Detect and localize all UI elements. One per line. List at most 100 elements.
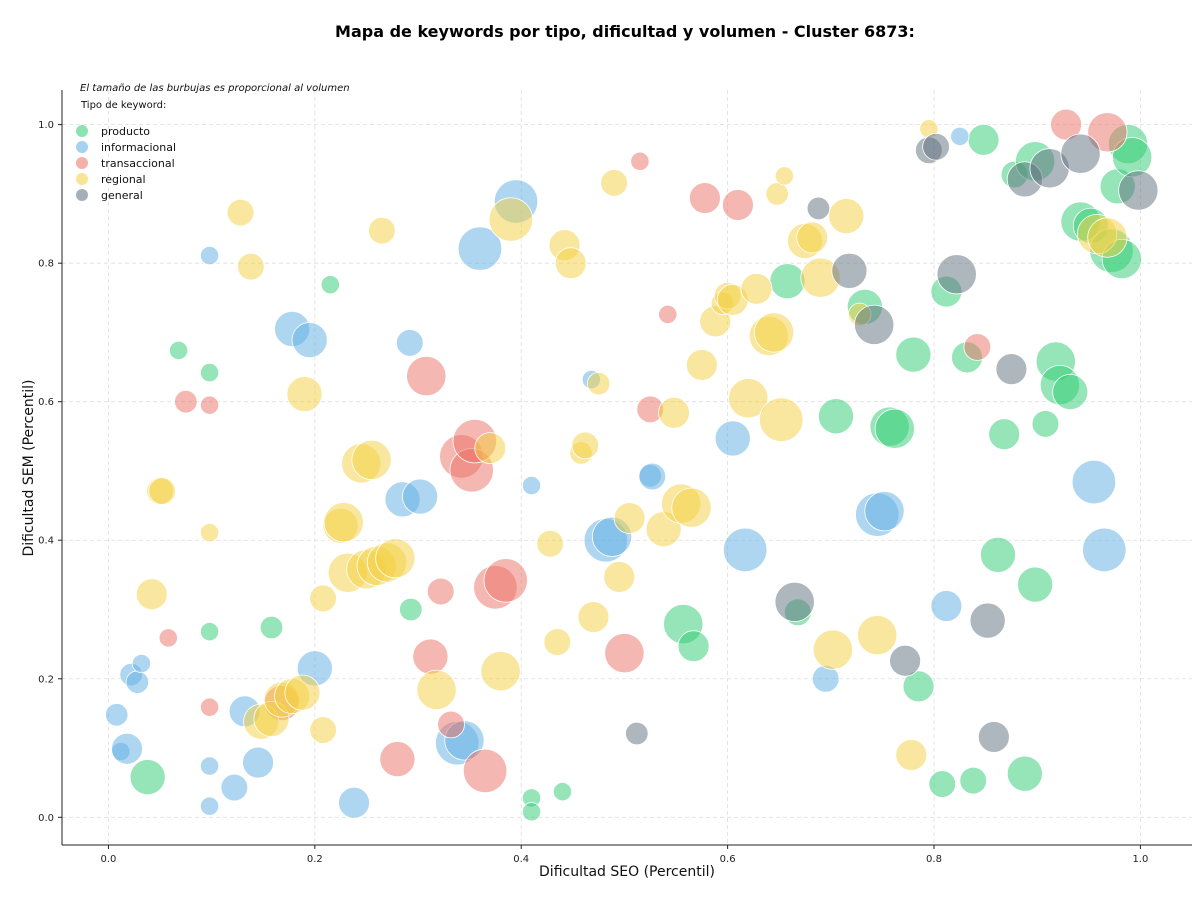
y-tick-label: 0.8 xyxy=(38,259,54,270)
bubble-general xyxy=(831,252,868,289)
bubble-informacional xyxy=(291,322,328,359)
x-tick-label: 0.2 xyxy=(307,854,323,865)
bubble-producto xyxy=(199,622,220,642)
bubble-regional xyxy=(577,601,610,634)
bubble-transaccional xyxy=(604,633,645,674)
bubble-general xyxy=(922,132,950,161)
bubble-informacional xyxy=(638,462,667,491)
bubble-producto xyxy=(928,770,957,798)
bubble-transaccional xyxy=(689,182,721,214)
bubble-regional xyxy=(571,431,600,460)
bubble-producto xyxy=(521,802,542,822)
bubbles-layer xyxy=(104,108,1159,822)
x-tick-label: 0.8 xyxy=(926,854,942,865)
y-tick-label: 0.4 xyxy=(38,536,54,547)
bubble-producto xyxy=(399,597,423,622)
bubble-producto xyxy=(874,408,915,449)
bubble-regional xyxy=(753,312,795,353)
legend-label-producto: producto xyxy=(101,125,150,138)
x-axis-label: Dificultad SEO (Percentil) xyxy=(539,864,715,880)
bubble-regional xyxy=(226,198,255,227)
bubble-informacional xyxy=(199,245,220,266)
bubble-informacional xyxy=(111,732,143,765)
y-tick-label: 1.0 xyxy=(38,120,54,131)
bubble-producto xyxy=(259,615,284,640)
bubble-producto xyxy=(769,263,806,300)
bubble-general xyxy=(806,196,831,221)
bubble-transaccional xyxy=(199,395,220,415)
bubble-producto xyxy=(129,759,166,796)
bubble-informacional xyxy=(864,491,905,532)
y-tick-label: 0.0 xyxy=(38,813,54,824)
legend-marker-producto xyxy=(76,125,88,137)
bubble-general xyxy=(774,581,815,622)
y-tick-label: 0.6 xyxy=(38,397,54,408)
tick-labels: 0.0 0.2 0.4 0.6 0.8 1.0 0.0 0.2 0.4 0.6 0.8 1.0 xyxy=(38,120,1148,865)
bubble-transaccional xyxy=(412,638,449,675)
bubble-producto xyxy=(1006,755,1043,792)
bubble-informacional xyxy=(199,796,220,816)
legend-label-informacional: informacional xyxy=(101,141,176,154)
bubble-regional xyxy=(765,182,789,206)
bubble-regional xyxy=(586,371,611,396)
bubble-transaccional xyxy=(158,628,178,648)
bubble-producto xyxy=(677,630,710,663)
bubble-general xyxy=(969,602,1006,639)
bubble-transaccional xyxy=(722,189,754,221)
bubble-regional xyxy=(199,523,220,543)
bubble-regional xyxy=(828,198,865,235)
legend-marker-general xyxy=(76,189,88,201)
bubble-informacional xyxy=(220,773,249,802)
bubble-general xyxy=(854,304,895,345)
bubble-transaccional xyxy=(426,577,455,606)
bubble-transaccional xyxy=(483,558,528,603)
bubble-regional xyxy=(543,628,572,656)
bubble-transaccional xyxy=(437,710,465,739)
legend-marker-informacional xyxy=(76,141,88,153)
bubble-transaccional xyxy=(379,741,416,778)
bubble-informacional xyxy=(104,703,129,727)
bubble-regional xyxy=(148,477,176,505)
bubble-regional xyxy=(812,629,853,670)
bubble-informacional xyxy=(131,653,152,674)
axes xyxy=(58,90,1192,849)
bubble-regional xyxy=(284,674,321,711)
bubble-regional xyxy=(658,396,690,429)
bubble-informacional xyxy=(338,786,370,819)
bubble-general xyxy=(889,644,922,677)
legend: producto informacional transaccional region… xyxy=(76,125,176,202)
bubble-transaccional xyxy=(658,304,678,325)
x-tick-label: 1.0 xyxy=(1132,854,1148,865)
bubble-general xyxy=(936,254,977,295)
bubble-informacional xyxy=(930,590,963,622)
legend-marker-transaccional xyxy=(76,157,88,169)
bubble-producto xyxy=(902,670,935,703)
x-tick-label: 0.6 xyxy=(720,854,736,865)
bubble-producto xyxy=(959,766,988,795)
bubble-regional xyxy=(375,538,416,579)
bubble-transaccional xyxy=(174,389,198,414)
bubble-informacional xyxy=(1071,459,1117,505)
bubble-informacional xyxy=(402,478,439,515)
bubble-regional xyxy=(600,169,628,197)
bubble-transaccional xyxy=(1087,112,1128,153)
x-tick-label: 0.0 xyxy=(100,854,116,865)
bubble-informacional xyxy=(521,475,542,496)
bubble-general xyxy=(1060,133,1101,174)
bubble-regional xyxy=(416,669,457,710)
bubble-regional xyxy=(728,378,769,419)
bubble-regional xyxy=(488,197,534,242)
legend-title: Tipo de keyword: xyxy=(80,100,166,111)
legend-label-general: general xyxy=(101,189,143,202)
bubble-transaccional xyxy=(630,151,650,171)
bubble-regional xyxy=(351,439,392,480)
bubble-regional xyxy=(323,502,364,543)
bubble-producto xyxy=(1052,373,1089,410)
bubble-regional xyxy=(554,247,587,280)
bubble-regional xyxy=(603,561,636,593)
bubble-regional xyxy=(796,221,829,254)
bubble-producto xyxy=(320,275,340,295)
bubble-regional xyxy=(613,502,646,534)
bubble-regional xyxy=(135,578,168,611)
bubble-general xyxy=(977,721,1010,753)
